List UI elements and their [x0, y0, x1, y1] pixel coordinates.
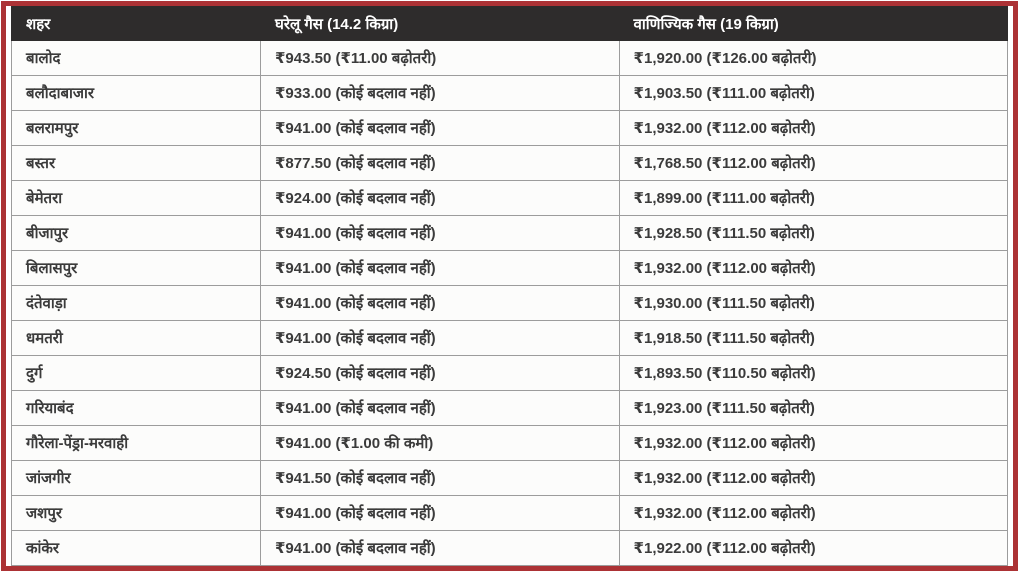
city-cell: जांजगीर — [11, 460, 261, 496]
domestic-price-cell: ₹941.00 (कोई बदलाव नहीं) — [260, 110, 620, 146]
domestic-price-cell: ₹941.00 (कोई बदलाव नहीं) — [260, 250, 620, 286]
domestic-price-cell: ₹933.00 (कोई बदलाव नहीं) — [260, 75, 620, 111]
gas-price-table: शहर घरेलू गैस (14.2 किग्रा) वाणिज्यिक गै… — [11, 6, 1009, 566]
commercial-price-cell: ₹1,932.00 (₹112.00 बढ़ोतरी) — [618, 460, 1009, 496]
header-row: शहर घरेलू गैस (14.2 किग्रा) वाणिज्यिक गै… — [11, 6, 1009, 41]
city-cell: दुर्ग — [11, 355, 261, 391]
domestic-price-cell: ₹941.00 (कोई बदलाव नहीं) — [260, 495, 620, 531]
domestic-price-cell: ₹924.00 (कोई बदलाव नहीं) — [260, 180, 620, 216]
commercial-price-cell: ₹1,922.00 (₹112.00 बढ़ोतरी) — [618, 530, 1009, 566]
city-cell: बालोद — [11, 40, 261, 76]
table-row: दुर्ग ₹924.50 (कोई बदलाव नहीं) ₹1,893.50 (… — [11, 355, 1009, 391]
commercial-price-cell: ₹1,903.50 (₹111.00 बढ़ोतरी) — [618, 75, 1009, 111]
table-row: कांकेर ₹941.00 (कोई बदलाव नहीं) ₹1,922.00 … — [11, 530, 1009, 566]
table-row: गरियाबंद ₹941.00 (कोई बदलाव नहीं) ₹1,923.0… — [11, 390, 1009, 426]
table-row: गौरेला-पेंड्रा-मरवाही ₹941.00 (₹1.00 की क… — [11, 425, 1009, 461]
table-row: बस्तर ₹877.50 (कोई बदलाव नहीं) ₹1,768.50 (… — [11, 145, 1009, 181]
city-cell: कांकेर — [11, 530, 261, 566]
domestic-price-cell: ₹943.50 (₹11.00 बढ़ोतरी) — [260, 40, 620, 76]
city-cell: बलौदाबाजार — [11, 75, 261, 111]
table-row: जशपुर ₹941.00 (कोई बदलाव नहीं) ₹1,932.00 (… — [11, 495, 1009, 531]
column-header-commercial-gas: वाणिज्यिक गैस (19 किग्रा) — [618, 6, 1009, 41]
city-cell: धमतरी — [11, 320, 261, 356]
commercial-price-cell: ₹1,768.50 (₹112.00 बढ़ोतरी) — [618, 145, 1009, 181]
commercial-price-cell: ₹1,928.50 (₹111.50 बढ़ोतरी) — [618, 215, 1009, 251]
city-cell: गौरेला-पेंड्रा-मरवाही — [11, 425, 261, 461]
domestic-price-cell: ₹941.00 (कोई बदलाव नहीं) — [260, 390, 620, 426]
table-row: बलरामपुर ₹941.00 (कोई बदलाव नहीं) ₹1,932.0… — [11, 110, 1009, 146]
table-row: धमतरी ₹941.00 (कोई बदलाव नहीं) ₹1,918.50 (… — [11, 320, 1009, 356]
city-cell: दंतेवाड़ा — [11, 285, 261, 321]
city-cell: जशपुर — [11, 495, 261, 531]
commercial-price-cell: ₹1,932.00 (₹112.00 बढ़ोतरी) — [618, 495, 1009, 531]
commercial-price-cell: ₹1,923.00 (₹111.50 बढ़ोतरी) — [618, 390, 1009, 426]
commercial-price-cell: ₹1,930.00 (₹111.50 बढ़ोतरी) — [618, 285, 1009, 321]
domestic-price-cell: ₹941.00 (कोई बदलाव नहीं) — [260, 530, 620, 566]
commercial-price-cell: ₹1,932.00 (₹112.00 बढ़ोतरी) — [618, 110, 1009, 146]
domestic-price-cell: ₹941.00 (कोई बदलाव नहीं) — [260, 215, 620, 251]
commercial-price-cell: ₹1,932.00 (₹112.00 बढ़ोतरी) — [618, 250, 1009, 286]
domestic-price-cell: ₹924.50 (कोई बदलाव नहीं) — [260, 355, 620, 391]
table-row: बीजापुर ₹941.00 (कोई बदलाव नहीं) ₹1,928.50… — [11, 215, 1009, 251]
domestic-price-cell: ₹941.00 (कोई बदलाव नहीं) — [260, 320, 620, 356]
commercial-price-cell: ₹1,899.00 (₹111.00 बढ़ोतरी) — [618, 180, 1009, 216]
commercial-price-cell: ₹1,932.00 (₹112.00 बढ़ोतरी) — [618, 425, 1009, 461]
table-row: बलौदाबाजार ₹933.00 (कोई बदलाव नहीं) ₹1,903… — [11, 75, 1009, 111]
domestic-price-cell: ₹941.50 (कोई बदलाव नहीं) — [260, 460, 620, 496]
city-cell: बेमेतरा — [11, 180, 261, 216]
city-cell: बीजापुर — [11, 215, 261, 251]
table-row: बिलासपुर ₹941.00 (कोई बदलाव नहीं) ₹1,932.0… — [11, 250, 1009, 286]
domestic-price-cell: ₹877.50 (कोई बदलाव नहीं) — [260, 145, 620, 181]
city-cell: बलरामपुर — [11, 110, 261, 146]
table-row: जांजगीर ₹941.50 (कोई बदलाव नहीं) ₹1,932.00… — [11, 460, 1009, 496]
table-row: बालोद ₹943.50 (₹11.00 बढ़ोतरी) ₹1,920.00 (… — [11, 40, 1009, 76]
domestic-price-cell: ₹941.00 (कोई बदलाव नहीं) — [260, 285, 620, 321]
table-row: दंतेवाड़ा ₹941.00 (कोई बदलाव नहीं) ₹1,930.… — [11, 285, 1009, 321]
commercial-price-cell: ₹1,920.00 (₹126.00 बढ़ोतरी) — [618, 40, 1009, 76]
column-header-domestic-gas: घरेलू गैस (14.2 किग्रा) — [260, 6, 620, 41]
column-header-city: शहर — [11, 6, 261, 41]
table-row: बेमेतरा ₹924.00 (कोई बदलाव नहीं) ₹1,899.00… — [11, 180, 1009, 216]
city-cell: बिलासपुर — [11, 250, 261, 286]
city-cell: गरियाबंद — [11, 390, 261, 426]
commercial-price-cell: ₹1,893.50 (₹110.50 बढ़ोतरी) — [618, 355, 1009, 391]
domestic-price-cell: ₹941.00 (₹1.00 की कमी) — [260, 425, 620, 461]
commercial-price-cell: ₹1,918.50 (₹111.50 बढ़ोतरी) — [618, 320, 1009, 356]
table-body: बालोद ₹943.50 (₹11.00 बढ़ोतरी) ₹1,920.00 (… — [11, 40, 1009, 566]
city-cell: बस्तर — [11, 145, 261, 181]
